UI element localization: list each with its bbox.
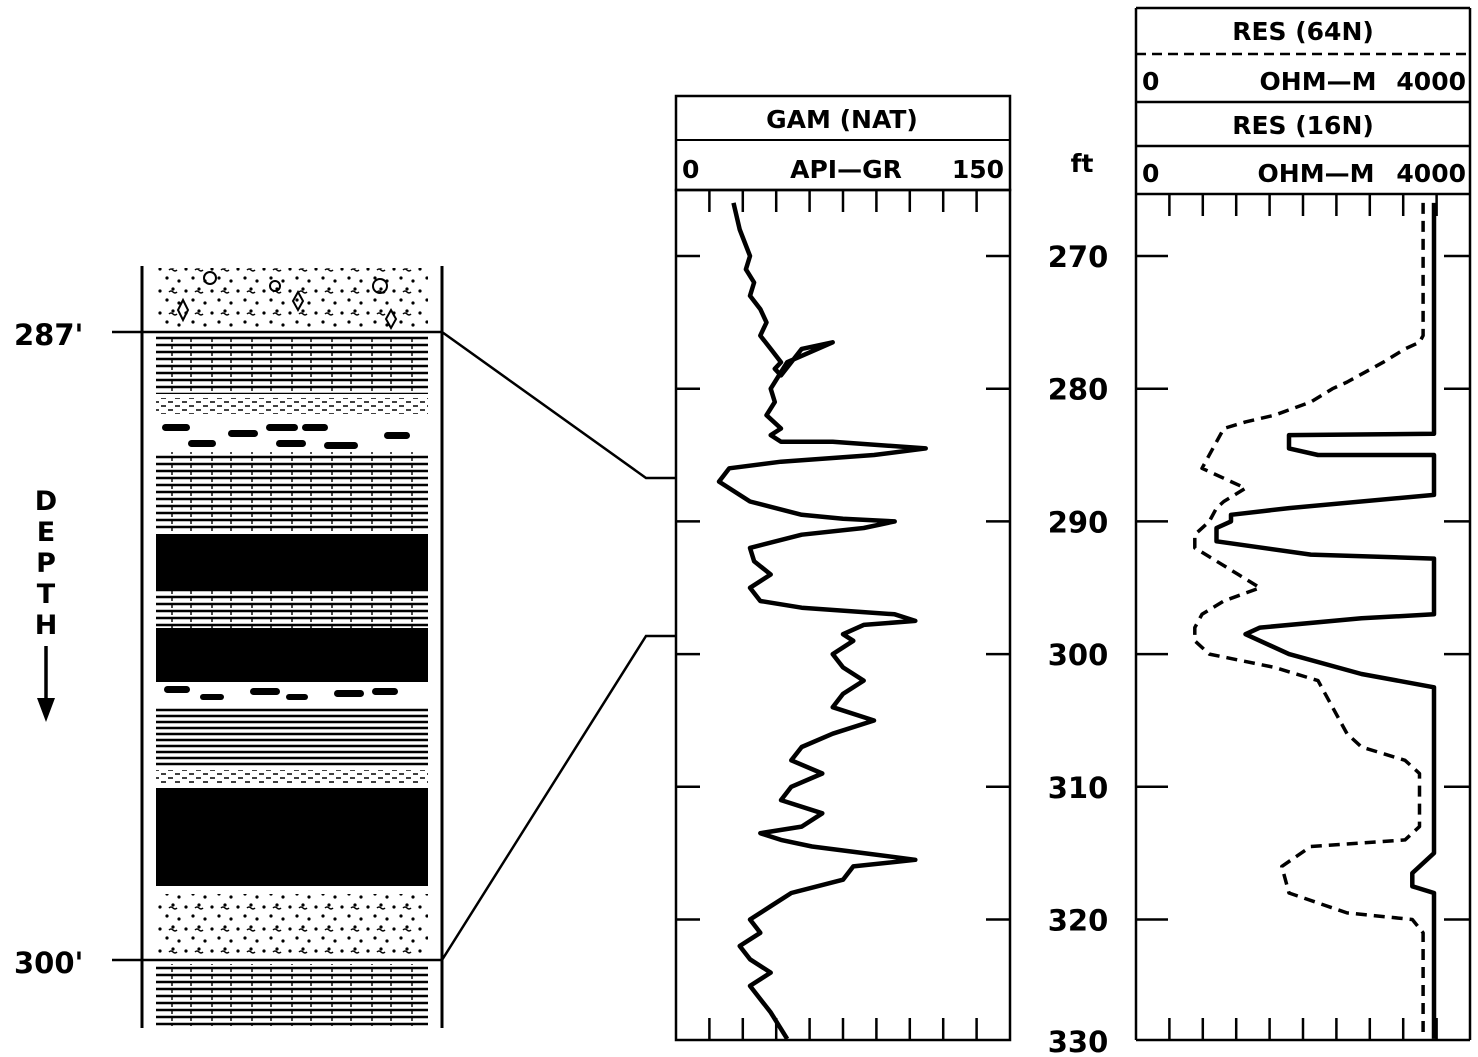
depth-tick-label: 300 — [1048, 638, 1109, 672]
depth-letter-h: H — [35, 610, 58, 641]
depth-arrow-icon — [37, 698, 55, 722]
depth-tick-label: 280 — [1048, 373, 1109, 407]
depth-letter-e: E — [37, 517, 55, 548]
gamma-scale-unit: API—GR — [790, 155, 902, 184]
depth-unit-label: ft — [1071, 149, 1094, 178]
silt-layer-2 — [156, 770, 428, 784]
lithology-column: 287' 300' D E P T H — [14, 266, 444, 1028]
sand-layer-top — [156, 268, 428, 330]
lenses-layer-1 — [162, 424, 410, 449]
resistivity-ticks — [1136, 194, 1470, 1040]
shale-layer-bottom — [156, 964, 428, 1026]
silt-layer-1 — [156, 398, 428, 414]
resistivity-track: RES (64N) 0 OHM—M 4000 RES (16N) 0 OHM—M… — [1134, 6, 1472, 1042]
depth-marker-300: 300' — [14, 946, 83, 980]
res16n-scale-max: 4000 — [1396, 159, 1466, 188]
depth-tick-label: 290 — [1048, 505, 1109, 539]
lenses-layer-2 — [164, 686, 398, 700]
gamma-scale-min: 0 — [682, 155, 699, 184]
gamma-track: GAM (NAT) 0 API—GR 150 — [674, 94, 1012, 1042]
depth-tick-label: 270 — [1048, 240, 1109, 274]
gamma-plot-frame — [674, 188, 1012, 1042]
coal-layer-1 — [156, 534, 428, 590]
gamma-curve — [716, 202, 928, 1041]
depth-marker-287: 287' — [14, 318, 83, 352]
sand-layer-bottom — [156, 894, 428, 956]
shale-layer-1 — [156, 336, 428, 394]
res16n-curve — [1214, 202, 1437, 1039]
res64n-scale-min: 0 — [1142, 67, 1159, 96]
res64n-title: RES (64N) — [1232, 17, 1374, 46]
gamma-scale-max: 150 — [952, 155, 1004, 184]
gamma-ticks — [676, 190, 1010, 1040]
correlation-line-287 — [441, 330, 676, 480]
depth-letter-t: T — [37, 579, 56, 610]
gamma-track-title: GAM (NAT) — [766, 105, 918, 134]
shale-layer-2 — [156, 452, 428, 532]
depth-label: D E P T H — [35, 486, 58, 722]
res16n-scale-min: 0 — [1142, 159, 1159, 188]
res16n-title: RES (16N) — [1232, 111, 1374, 140]
depth-tick-label: 320 — [1048, 904, 1109, 938]
res16n-scale-unit: OHM—M — [1258, 159, 1375, 188]
correlation-line-300 — [440, 634, 676, 961]
shale-layer-4 — [156, 706, 428, 766]
depth-tick-label: 330 — [1048, 1025, 1109, 1057]
res64n-scale-unit: OHM—M — [1260, 67, 1377, 96]
coal-layer-2 — [156, 628, 428, 682]
depth-tick-label: 310 — [1048, 771, 1109, 805]
shale-layer-3 — [156, 590, 428, 628]
res64n-scale-max: 4000 — [1396, 67, 1466, 96]
coal-layer-3 — [156, 788, 428, 886]
depth-letter-p: P — [36, 548, 56, 579]
depth-letter-d: D — [35, 486, 57, 517]
res64n-curve — [1193, 202, 1425, 1039]
depth-axis: ft 270 280 290 300 310 320 330 — [1048, 149, 1109, 1057]
